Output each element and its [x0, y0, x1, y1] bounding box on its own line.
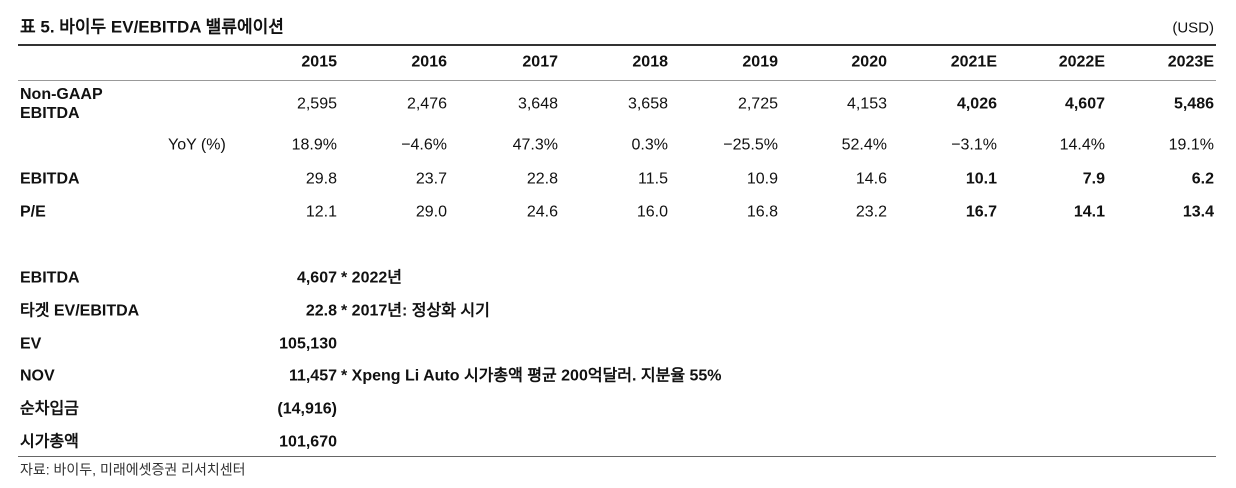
cell: 16.0 — [636, 203, 668, 221]
row-label: YoY (%) — [168, 136, 226, 154]
cell: 47.3% — [512, 136, 558, 154]
cell: 29.0 — [415, 203, 447, 221]
valuation-note: * 2022년 — [341, 269, 402, 287]
rule — [18, 44, 1216, 46]
cell: 4,153 — [846, 95, 887, 113]
cell: 13.4 — [1182, 203, 1214, 221]
cell: 10.9 — [746, 170, 778, 188]
column-header: 2015 — [301, 53, 337, 71]
column-header: 2019 — [742, 53, 778, 71]
valuation-value: (14,916) — [277, 400, 337, 418]
cell: 11.5 — [638, 170, 668, 188]
source: 자료: 바이두, 미래에셋증권 리서치센터 — [20, 461, 246, 478]
valuation-value: 105,130 — [279, 335, 337, 353]
column-header: 2020 — [851, 53, 887, 71]
cell: 2,725 — [737, 95, 778, 113]
cell: 5,486 — [1173, 95, 1214, 113]
cell: 22.8 — [526, 170, 558, 188]
valuation-label: EBITDA — [20, 269, 80, 287]
column-header: 2022E — [1058, 53, 1105, 71]
cell: 24.6 — [526, 203, 558, 221]
valuation-label: NOV — [20, 367, 55, 385]
cell: 4,026 — [956, 95, 997, 113]
cell: 10.1 — [965, 170, 997, 188]
unit: (USD) — [1172, 19, 1214, 37]
cell: 14.4% — [1059, 136, 1105, 154]
cell: 18.9% — [291, 136, 337, 154]
cell: 19.1% — [1168, 136, 1214, 154]
column-header: 2021E — [950, 53, 997, 71]
valuation-value: 22.8 — [305, 302, 337, 320]
valuation-note: * Xpeng Li Auto 시가총액 평균 200억달러. 지분율 55% — [341, 367, 722, 385]
cell: 6.2 — [1191, 170, 1214, 188]
cell: 7.9 — [1082, 170, 1105, 188]
row-label: P/E — [20, 203, 46, 221]
cell: 3,658 — [627, 95, 668, 113]
cell: 14.6 — [855, 170, 887, 188]
rule — [18, 456, 1216, 457]
cell: 12.1 — [305, 203, 337, 221]
valuation-note: * 2017년: 정상화 시기 — [341, 302, 490, 320]
cell: 29.8 — [305, 170, 337, 188]
cell: 14.1 — [1073, 203, 1105, 221]
cell: 2,595 — [296, 95, 337, 113]
cell: 23.2 — [855, 203, 887, 221]
cell: −4.6% — [401, 136, 447, 154]
cell: 0.3% — [631, 136, 668, 154]
rule — [18, 80, 1216, 81]
column-header: 2017 — [522, 53, 558, 71]
row-label: Non-GAAP EBITDA — [20, 86, 103, 122]
valuation-label: 시가총액 — [20, 433, 79, 451]
column-header: 2023E — [1167, 53, 1214, 71]
cell: 3,648 — [517, 95, 558, 113]
cell: −3.1% — [951, 136, 997, 154]
valuation-label: 타겟 EV/EBITDA — [20, 302, 140, 320]
valuation-value: 101,670 — [279, 433, 337, 451]
cell: 2,476 — [406, 95, 447, 113]
cell: 23.7 — [415, 170, 447, 188]
valuation-value: 4,607 — [296, 269, 337, 287]
cell: 52.4% — [841, 136, 887, 154]
cell: 16.8 — [746, 203, 778, 221]
cell: 16.7 — [965, 203, 997, 221]
column-header: 2018 — [632, 53, 668, 71]
valuation-label: EV — [20, 335, 42, 353]
cell: −25.5% — [723, 136, 778, 154]
valuation-value: 11,457 — [288, 367, 337, 385]
valuation-label: 순차입금 — [20, 400, 79, 418]
title: 표 5. 바이두 EV/EBITDA 밸류에이션 — [20, 17, 284, 37]
column-header: 2016 — [411, 53, 447, 71]
row-label: EBITDA — [20, 170, 80, 188]
cell: 4,607 — [1064, 95, 1105, 113]
